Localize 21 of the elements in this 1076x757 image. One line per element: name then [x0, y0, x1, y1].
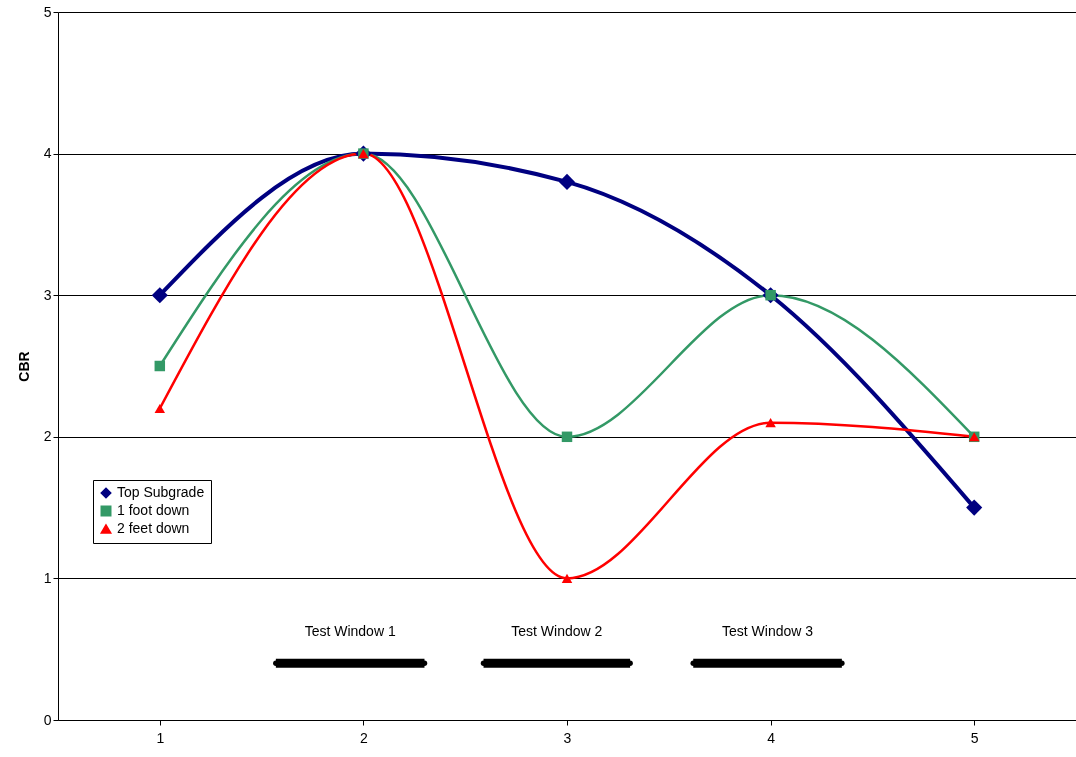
y-tick-label: 0 — [43, 711, 52, 728]
point — [558, 173, 576, 190]
y-tick-label: 2 — [43, 428, 52, 445]
y-axis-title: CBR — [15, 351, 32, 382]
y-tick-label: 5 — [43, 3, 52, 20]
x-tick-label: 2 — [360, 729, 368, 746]
series-label: Test Window 3 — [722, 623, 814, 640]
series-label: Test Window 1 — [304, 623, 396, 640]
x-tick-label: 4 — [767, 729, 776, 746]
x-tick-label: 1 — [156, 729, 165, 746]
series-label: Test Window 2 — [511, 623, 603, 640]
y-tick-label: 3 — [43, 286, 52, 303]
legend-label: Top Subgrade — [117, 484, 205, 500]
point — [966, 499, 983, 516]
x-tick-label: 3 — [563, 729, 572, 746]
legend-label: 2 feet down — [117, 520, 190, 536]
y-tick-label: 1 — [43, 569, 52, 586]
legend-label: 1 foot down — [117, 502, 190, 518]
point — [151, 287, 168, 304]
x-tick-label: 5 — [970, 729, 979, 746]
y-tick-label: 4 — [43, 145, 52, 162]
